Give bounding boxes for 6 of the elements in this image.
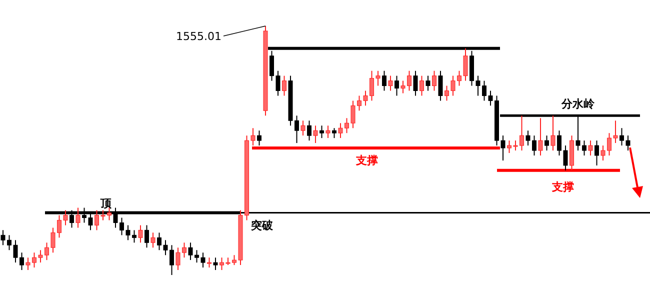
annotation: 1555.01 (176, 30, 222, 43)
ref-line-label: 顶 (100, 196, 112, 210)
ref-line-label: 支撑 (355, 154, 378, 168)
ref-line-label: 支撑 (551, 180, 574, 194)
ref-line-label: 分水岭 (560, 98, 596, 111)
ref-line-label: 突破 (250, 218, 274, 232)
